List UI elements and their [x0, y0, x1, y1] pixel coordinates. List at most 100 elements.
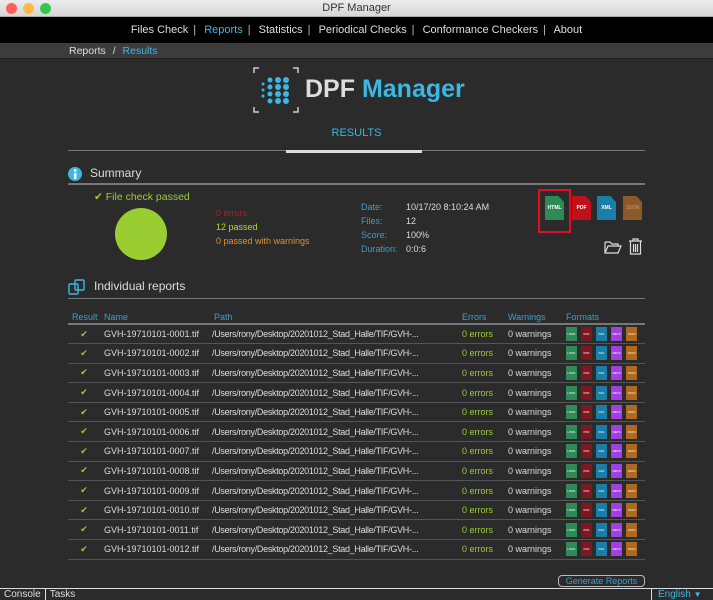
pdf-format-icon[interactable]: PDF: [581, 386, 592, 400]
xml-format-icon[interactable]: XML: [596, 405, 607, 419]
table-row[interactable]: ✔ GVH-19710101-0008.tif /Users/rony/Desk…: [68, 461, 645, 481]
json-format-icon[interactable]: JSON: [626, 444, 637, 458]
col-formats[interactable]: Formats: [562, 312, 645, 324]
json-format-icon[interactable]: JSON: [626, 366, 637, 380]
table-row[interactable]: ✔ GVH-19710101-0009.tif /Users/rony/Desk…: [68, 481, 645, 501]
xml-format-icon[interactable]: XML: [596, 444, 607, 458]
html-format-icon[interactable]: HTML: [566, 386, 577, 400]
html-format-icon[interactable]: HTML: [566, 484, 577, 498]
html-format-icon[interactable]: HTML: [566, 346, 577, 360]
mets-format-icon[interactable]: METS: [611, 386, 622, 400]
xml-format-icon[interactable]: XML: [596, 542, 607, 556]
close-window-button[interactable]: [6, 3, 17, 14]
html-format-icon[interactable]: HTML: [566, 366, 577, 380]
xml-format-icon[interactable]: XML: [596, 386, 607, 400]
table-row[interactable]: ✔ GVH-19710101-0005.tif /Users/rony/Desk…: [68, 402, 645, 422]
table-row[interactable]: ✔ GVH-19710101-0007.tif /Users/rony/Desk…: [68, 442, 645, 462]
xml-format-icon[interactable]: XML: [596, 425, 607, 439]
xml-format-icon[interactable]: XML: [596, 484, 607, 498]
minimize-window-button[interactable]: [23, 3, 34, 14]
pdf-format-icon[interactable]: PDF: [581, 425, 592, 439]
file-path: /Users/rony/Desktop/20201012_Stad_Halle/…: [210, 402, 458, 422]
xml-format-icon[interactable]: XML: [596, 346, 607, 360]
json-format-icon[interactable]: JSON: [626, 425, 637, 439]
pdf-format-icon[interactable]: PDF: [581, 346, 592, 360]
html-report-icon[interactable]: HTML: [545, 196, 564, 220]
json-format-icon[interactable]: JSON: [626, 405, 637, 419]
pdf-format-icon[interactable]: PDF: [581, 464, 592, 478]
mets-format-icon[interactable]: METS: [611, 366, 622, 380]
xml-format-icon[interactable]: XML: [596, 464, 607, 478]
json-format-icon[interactable]: JSON: [626, 542, 637, 556]
mets-format-icon[interactable]: METS: [611, 444, 622, 458]
html-format-icon[interactable]: HTML: [566, 425, 577, 439]
table-row[interactable]: ✔ GVH-19710101-0004.tif /Users/rony/Desk…: [68, 383, 645, 403]
pie-slice-passed: [115, 208, 167, 260]
html-format-icon[interactable]: HTML: [566, 405, 577, 419]
mets-format-icon[interactable]: METS: [611, 523, 622, 537]
pdf-format-icon[interactable]: PDF: [581, 444, 592, 458]
xml-format-icon[interactable]: XML: [596, 503, 607, 517]
html-format-icon[interactable]: HTML: [566, 444, 577, 458]
html-format-icon[interactable]: HTML: [566, 523, 577, 537]
col-name[interactable]: Name: [100, 312, 210, 324]
open-folder-icon[interactable]: [604, 240, 622, 254]
col-errors[interactable]: Errors: [458, 312, 504, 324]
table-row[interactable]: ✔ GVH-19710101-0002.tif /Users/rony/Desk…: [68, 344, 645, 364]
console-tab[interactable]: Console: [0, 589, 45, 600]
json-format-icon[interactable]: JSON: [626, 346, 637, 360]
zoom-window-button[interactable]: [40, 3, 51, 14]
nav-periodical-checks[interactable]: Periodical Checks: [319, 24, 407, 36]
nav-reports[interactable]: Reports: [204, 24, 243, 36]
json-format-icon[interactable]: JSON: [626, 386, 637, 400]
xml-format-icon[interactable]: XML: [596, 366, 607, 380]
json-format-icon[interactable]: JSON: [626, 464, 637, 478]
delete-trash-icon[interactable]: [628, 238, 643, 255]
col-warnings[interactable]: Warnings: [504, 312, 562, 324]
nav-about[interactable]: About: [553, 24, 582, 36]
pdf-format-icon[interactable]: PDF: [581, 484, 592, 498]
mets-format-icon[interactable]: METS: [611, 464, 622, 478]
json-report-icon[interactable]: JSON: [623, 196, 642, 220]
mets-format-icon[interactable]: METS: [611, 542, 622, 556]
mets-format-icon[interactable]: METS: [611, 503, 622, 517]
pdf-format-icon[interactable]: PDF: [581, 523, 592, 537]
xml-format-icon[interactable]: XML: [596, 327, 607, 341]
xml-report-icon[interactable]: XML: [597, 196, 616, 220]
mets-format-icon[interactable]: METS: [611, 405, 622, 419]
json-format-icon[interactable]: JSON: [626, 484, 637, 498]
tasks-tab[interactable]: Tasks: [45, 589, 80, 600]
xml-format-icon[interactable]: XML: [596, 523, 607, 537]
breadcrumb-reports[interactable]: Reports: [69, 45, 106, 57]
nav-conformance-checkers[interactable]: Conformance Checkers: [423, 24, 539, 36]
json-format-icon[interactable]: JSON: [626, 523, 637, 537]
table-row[interactable]: ✔ GVH-19710101-0012.tif /Users/rony/Desk…: [68, 540, 645, 560]
html-format-icon[interactable]: HTML: [566, 503, 577, 517]
json-format-icon[interactable]: JSON: [626, 327, 637, 341]
nav-files-check[interactable]: Files Check: [131, 24, 188, 36]
pdf-format-icon[interactable]: PDF: [581, 327, 592, 341]
json-format-icon[interactable]: JSON: [626, 503, 637, 517]
pdf-format-icon[interactable]: PDF: [581, 405, 592, 419]
html-format-icon[interactable]: HTML: [566, 464, 577, 478]
table-row[interactable]: ✔ GVH-19710101-0011.tif /Users/rony/Desk…: [68, 520, 645, 540]
mets-format-icon[interactable]: METS: [611, 327, 622, 341]
mets-format-icon[interactable]: METS: [611, 346, 622, 360]
pdf-format-icon[interactable]: PDF: [581, 542, 592, 556]
pdf-report-icon[interactable]: PDF: [572, 196, 591, 220]
language-select[interactable]: English ▼: [651, 589, 713, 600]
mets-format-icon[interactable]: METS: [611, 425, 622, 439]
col-path[interactable]: Path: [210, 312, 458, 324]
nav-statistics[interactable]: Statistics: [259, 24, 303, 36]
table-row[interactable]: ✔ GVH-19710101-0006.tif /Users/rony/Desk…: [68, 422, 645, 442]
pdf-format-icon[interactable]: PDF: [581, 503, 592, 517]
col-result[interactable]: Result: [68, 312, 100, 324]
mets-format-icon[interactable]: METS: [611, 484, 622, 498]
html-format-icon[interactable]: HTML: [566, 327, 577, 341]
table-row[interactable]: ✔ GVH-19710101-0010.tif /Users/rony/Desk…: [68, 500, 645, 520]
generate-reports-button[interactable]: Generate Reports: [558, 575, 645, 587]
html-format-icon[interactable]: HTML: [566, 542, 577, 556]
pdf-format-icon[interactable]: PDF: [581, 366, 592, 380]
table-row[interactable]: ✔ GVH-19710101-0003.tif /Users/rony/Desk…: [68, 363, 645, 383]
table-row[interactable]: ✔ GVH-19710101-0001.tif /Users/rony/Desk…: [68, 324, 645, 344]
